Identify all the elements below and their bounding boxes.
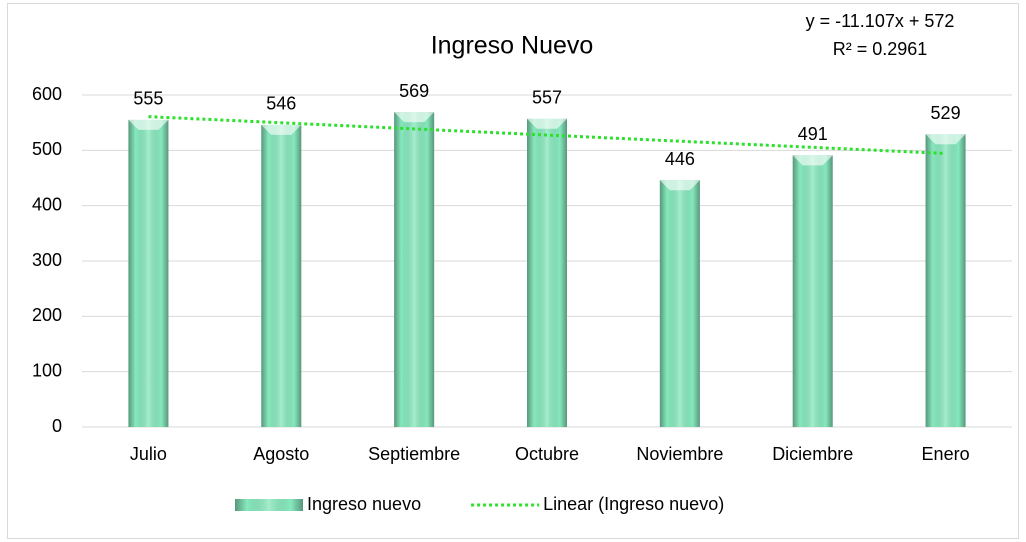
y-tick-label: 500	[32, 139, 62, 159]
y-tick-label: 300	[32, 250, 62, 270]
trend-line	[148, 115, 946, 155]
bar-cap	[659, 180, 700, 191]
bar-shade	[792, 155, 833, 427]
x-tick-label: Julio	[130, 444, 167, 464]
bar-shade	[659, 180, 700, 427]
bar-cap	[527, 118, 567, 129]
y-tick-label: 100	[32, 360, 62, 380]
trend-equation: y = -11.107x + 572	[806, 11, 955, 31]
bar-shade	[527, 118, 567, 427]
bar-shade	[394, 112, 435, 428]
data-label: 546	[266, 94, 296, 114]
chart-border	[7, 3, 1019, 539]
x-tick-label: Enero	[922, 444, 970, 464]
bar-shade	[925, 134, 966, 427]
bar-cap	[792, 155, 833, 166]
bar-cap	[925, 134, 966, 145]
data-label: 446	[665, 149, 695, 169]
legend-label: Linear (Ingreso nuevo)	[543, 494, 724, 514]
x-tick-label: Noviembre	[636, 444, 723, 464]
x-tick-label: Agosto	[253, 444, 309, 464]
data-label: 555	[133, 89, 163, 109]
bar-cap	[261, 124, 302, 135]
y-tick-label: 200	[32, 305, 62, 325]
data-label: 491	[798, 124, 828, 144]
data-label: 557	[532, 88, 562, 108]
y-tick-label: 0	[52, 416, 62, 436]
chart-title: Ingreso Nuevo	[431, 32, 594, 60]
y-tick-label: 600	[32, 84, 62, 104]
data-label: 569	[399, 81, 429, 101]
bar-cap	[394, 112, 435, 123]
y-tick-label: 400	[32, 194, 62, 214]
x-tick-label: Octubre	[515, 444, 579, 464]
legend-label: Ingreso nuevo	[307, 494, 421, 514]
legend-swatch-shade	[235, 499, 303, 511]
trend-r2: R² = 0.2961	[833, 39, 928, 59]
x-tick-label: Diciembre	[772, 444, 853, 464]
data-label: 529	[931, 103, 961, 123]
x-tick-label: Septiembre	[368, 444, 460, 464]
bar-shade	[128, 119, 169, 428]
bar-cap	[128, 119, 169, 130]
bar-shade	[261, 124, 302, 427]
